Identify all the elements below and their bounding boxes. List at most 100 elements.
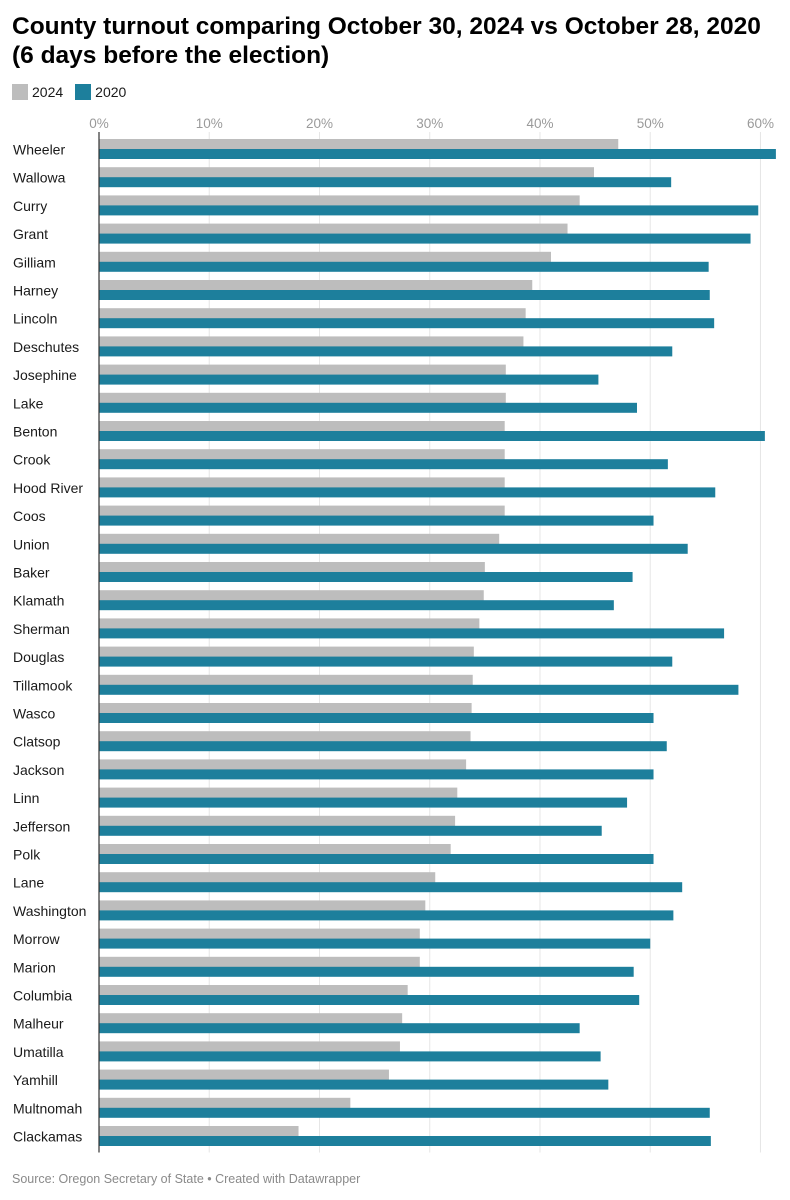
category-label: Clatsop bbox=[13, 734, 61, 750]
bar-2024 bbox=[99, 731, 471, 742]
bar-2020 bbox=[99, 459, 668, 470]
bar-2024 bbox=[99, 956, 420, 968]
bar-2024 bbox=[99, 280, 533, 291]
bar-2020 bbox=[99, 938, 651, 949]
bar-2020 bbox=[99, 402, 637, 413]
bar-2020 bbox=[99, 825, 602, 836]
bar-2024 bbox=[99, 336, 524, 347]
bar-2020 bbox=[99, 769, 654, 780]
bar-2020 bbox=[99, 346, 673, 357]
category-label: Marion bbox=[13, 959, 56, 975]
bar-2020 bbox=[99, 741, 667, 752]
bar-2020 bbox=[99, 854, 654, 864]
category-label: Morrow bbox=[13, 931, 61, 947]
bar-2020 bbox=[99, 1079, 609, 1090]
bar-2024 bbox=[99, 308, 526, 319]
bar-2020 bbox=[99, 431, 765, 441]
x-tick-label: 40% bbox=[526, 116, 553, 131]
category-label: Josephine bbox=[13, 367, 77, 383]
x-tick-label: 60% bbox=[747, 116, 774, 131]
x-tick-label: 0% bbox=[89, 116, 109, 131]
bar-2024 bbox=[99, 985, 408, 996]
category-label: Benton bbox=[13, 424, 57, 440]
bar-2020 bbox=[99, 995, 640, 1005]
category-label: Lincoln bbox=[13, 311, 57, 327]
category-label: Lane bbox=[13, 875, 44, 891]
legend-item-2024: 2024 bbox=[12, 84, 63, 100]
legend: 2024 2020 bbox=[12, 83, 138, 101]
category-label: Multnomah bbox=[13, 1100, 82, 1116]
legend-label-2024: 2024 bbox=[32, 84, 64, 100]
x-tick-label: 20% bbox=[306, 116, 333, 131]
bar-2020 bbox=[99, 261, 709, 272]
category-label: Wasco bbox=[13, 706, 55, 722]
bar-2020 bbox=[99, 684, 739, 695]
category-label: Coos bbox=[13, 508, 46, 524]
category-label: Lake bbox=[13, 395, 44, 411]
bar-2024 bbox=[99, 815, 456, 827]
bar-2024 bbox=[99, 562, 485, 573]
category-label: Harney bbox=[13, 283, 58, 299]
category-label: Jefferson bbox=[13, 818, 70, 834]
category-label: Linn bbox=[13, 790, 39, 806]
bar-2024 bbox=[99, 195, 580, 206]
category-label: Columbia bbox=[13, 988, 72, 1004]
source-footer: Source: Oregon Secretary of State • Crea… bbox=[12, 1172, 361, 1186]
category-label: Malheur bbox=[13, 1016, 64, 1032]
chart-title: County turnout comparing October 30, 202… bbox=[12, 13, 761, 69]
bar-2020 bbox=[99, 318, 715, 329]
bar-2020 bbox=[99, 1107, 710, 1118]
bar-2024 bbox=[99, 872, 436, 883]
category-label: Polk bbox=[13, 847, 41, 863]
bar-chart: 0% 10% 20% 30% 40% 50% 60% Wheeler Wallowa Curry G… bbox=[13, 116, 776, 1153]
bar-2024 bbox=[99, 421, 505, 432]
bar-2020 bbox=[99, 487, 716, 498]
category-label: Curry bbox=[13, 198, 47, 214]
category-label: Yamhill bbox=[13, 1072, 58, 1088]
category-label: Crook bbox=[13, 452, 51, 468]
bar-2024 bbox=[99, 139, 619, 150]
bar-2020 bbox=[99, 1136, 711, 1146]
category-label: Deschutes bbox=[13, 339, 79, 355]
bar-2024 bbox=[99, 787, 458, 799]
category-label: Umatilla bbox=[13, 1044, 64, 1060]
legend-item-2020: 2020 bbox=[75, 84, 126, 100]
bar-2020 bbox=[99, 797, 628, 808]
bar-2020 bbox=[99, 910, 674, 921]
x-tick-label: 50% bbox=[637, 116, 664, 131]
bar-2020 bbox=[99, 205, 759, 216]
bar-2020 bbox=[99, 149, 776, 159]
category-label: Baker bbox=[13, 565, 50, 581]
bar-2024 bbox=[99, 1041, 400, 1052]
bar-2020 bbox=[99, 600, 614, 611]
bar-2024 bbox=[99, 703, 472, 714]
bar-2024 bbox=[99, 646, 474, 658]
bar-2024 bbox=[99, 477, 505, 488]
bar-2020 bbox=[99, 374, 599, 385]
bar-2024 bbox=[99, 364, 506, 376]
bar-2020 bbox=[99, 543, 688, 554]
bar-2020 bbox=[99, 572, 633, 582]
bar-2020 bbox=[99, 515, 654, 526]
bar-2024 bbox=[99, 223, 568, 235]
bar-2024 bbox=[99, 449, 505, 460]
category-label: Grant bbox=[13, 226, 48, 242]
category-label: Union bbox=[13, 536, 50, 552]
legend-label-2020: 2020 bbox=[95, 84, 127, 100]
category-label: Hood River bbox=[13, 480, 83, 496]
category-label: Clackamas bbox=[13, 1129, 82, 1145]
bar-2020 bbox=[99, 290, 710, 300]
bar-2024 bbox=[99, 844, 451, 855]
legend-swatch-2024 bbox=[12, 84, 28, 100]
legend-swatch-2020 bbox=[75, 84, 92, 100]
bar-2020 bbox=[99, 628, 725, 639]
bar-2024 bbox=[99, 928, 420, 940]
bar-2024 bbox=[99, 1097, 351, 1109]
bar-2024 bbox=[99, 251, 551, 263]
bar-2024 bbox=[99, 392, 506, 404]
category-label: Jackson bbox=[13, 762, 64, 778]
bar-2020 bbox=[99, 177, 672, 188]
category-label: Wheeler bbox=[13, 142, 65, 158]
category-label: Tillamook bbox=[13, 677, 73, 693]
bar-2020 bbox=[99, 1051, 601, 1062]
